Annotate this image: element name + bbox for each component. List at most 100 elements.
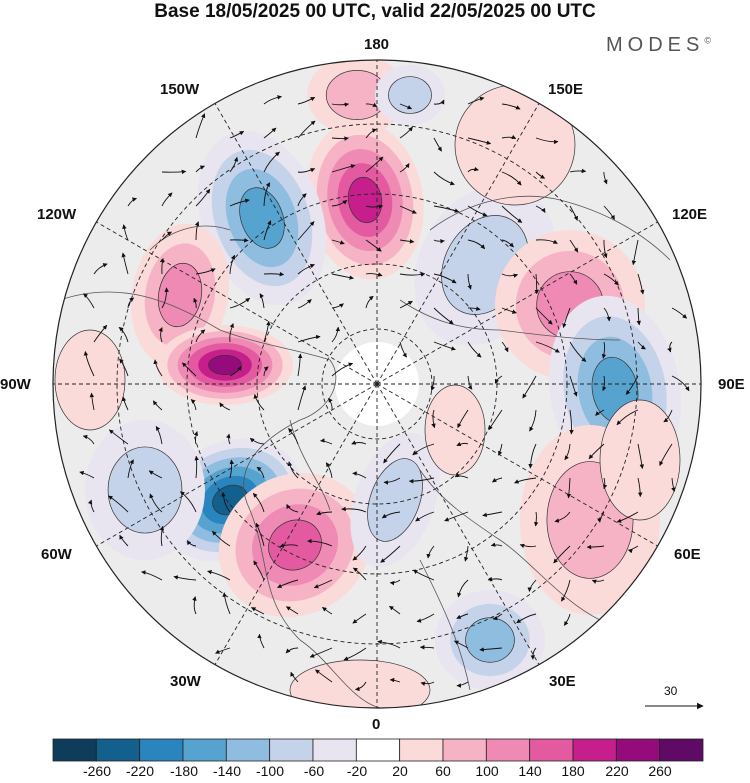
wind-arrow xyxy=(229,198,250,207)
wind-arrow xyxy=(479,647,503,652)
lon-label-90e: 90E xyxy=(718,376,745,393)
wind-arrow xyxy=(297,299,312,309)
wind-arrow xyxy=(433,205,460,213)
wind-arrow xyxy=(256,466,265,479)
wind-arrow xyxy=(331,326,341,343)
wind-arrow xyxy=(616,409,639,426)
lon-label-120w: 120W xyxy=(37,206,77,223)
wind-arrow xyxy=(603,171,608,185)
wind-arrow xyxy=(597,511,605,523)
wind-arrow xyxy=(315,669,333,683)
wind-arrow xyxy=(313,579,333,589)
wind-arrow xyxy=(671,375,690,392)
wind-arrow xyxy=(257,633,265,649)
wind-arrow xyxy=(365,156,384,173)
wind-arrow xyxy=(501,341,509,353)
wind-arrow xyxy=(467,166,479,173)
wind-arrow xyxy=(195,268,216,275)
wind-arrow xyxy=(566,477,572,499)
wind-arrow xyxy=(456,441,469,447)
wind-arrow xyxy=(563,613,571,626)
wind-arrow xyxy=(433,171,455,186)
colorbar-swatch xyxy=(269,738,314,762)
wind-arrow xyxy=(229,156,239,173)
wind-arrow xyxy=(562,307,571,329)
wind-arrow xyxy=(399,272,426,277)
wind-arrow xyxy=(255,522,265,547)
wind-arrow xyxy=(153,359,163,377)
wind-arrow xyxy=(331,164,356,173)
wind-arrow xyxy=(87,499,95,513)
wind-arrow xyxy=(229,130,245,139)
wind-arrow xyxy=(263,320,271,343)
wind-arrow xyxy=(591,579,605,584)
wind-arrow xyxy=(595,409,605,416)
wind-arrow xyxy=(222,592,231,615)
wind-arrow xyxy=(389,677,401,683)
wind-arrow xyxy=(229,297,251,309)
wind-arrow xyxy=(127,297,135,309)
colorbar-tick: -20 xyxy=(346,763,368,779)
wind-arrow xyxy=(569,168,587,174)
wind-arrow xyxy=(127,197,137,207)
wind-arrow xyxy=(309,647,333,658)
wind-arrow xyxy=(229,323,234,343)
lon-label-60w: 60W xyxy=(41,546,72,563)
wind-arrow xyxy=(148,470,163,479)
wind-arrow xyxy=(535,137,559,145)
wind-arrow xyxy=(249,437,265,445)
wind-arrow xyxy=(322,606,333,615)
colorbar-swatch xyxy=(399,738,444,762)
wind-arrow xyxy=(501,273,519,278)
wind-arrow xyxy=(79,470,95,479)
wind-arrow xyxy=(251,607,265,615)
wind-arrow xyxy=(636,307,641,326)
wind-arrow xyxy=(215,647,231,654)
wind-arrow xyxy=(467,205,488,217)
wind-arrow xyxy=(121,396,129,411)
wind-arrow xyxy=(343,647,367,661)
wind-arrow xyxy=(399,163,410,173)
wind-arrow xyxy=(252,492,265,513)
meridian-line xyxy=(96,383,378,547)
wind-arrow xyxy=(463,545,469,562)
wind-arrow xyxy=(399,205,417,214)
wind-arrow xyxy=(399,103,413,110)
wind-arrow xyxy=(331,102,350,107)
wind-arrow xyxy=(467,96,485,105)
colorbar-tick: -260 xyxy=(82,763,112,779)
wind-arrow xyxy=(535,171,546,179)
wind-arrow xyxy=(533,511,539,527)
colorbar-tick: -180 xyxy=(169,763,199,779)
wind-arrow xyxy=(141,570,163,581)
wind-arrow xyxy=(121,252,129,275)
wind-arrow xyxy=(603,273,619,286)
wind-arrow xyxy=(127,459,134,479)
wind-vectors xyxy=(79,95,690,692)
wind-arrow xyxy=(399,239,415,244)
wind-arrow xyxy=(297,96,316,105)
wind-arrow xyxy=(253,560,265,581)
wind-arrow xyxy=(383,443,401,464)
wind-arrow xyxy=(516,613,537,624)
lon-label-180: 180 xyxy=(364,36,390,53)
wind-arrow xyxy=(554,511,571,523)
wind-arrow xyxy=(352,567,367,581)
wind-arrow xyxy=(355,681,367,692)
wind-arrow xyxy=(501,239,514,248)
lon-label-0: 0 xyxy=(372,716,381,733)
wind-arrow xyxy=(93,324,108,343)
colorbar-tick: -140 xyxy=(212,763,242,779)
wind-arrow xyxy=(433,239,445,244)
wind-arrow xyxy=(152,400,163,411)
colorbar-swatch xyxy=(95,738,141,762)
wind-arrow xyxy=(501,307,517,314)
wind-arrow xyxy=(365,239,382,252)
wind-arrow xyxy=(416,613,435,623)
wind-arrow xyxy=(173,575,197,581)
wind-arrow xyxy=(453,640,469,649)
wind-arrow xyxy=(352,545,367,561)
wind-arrow xyxy=(211,530,231,547)
